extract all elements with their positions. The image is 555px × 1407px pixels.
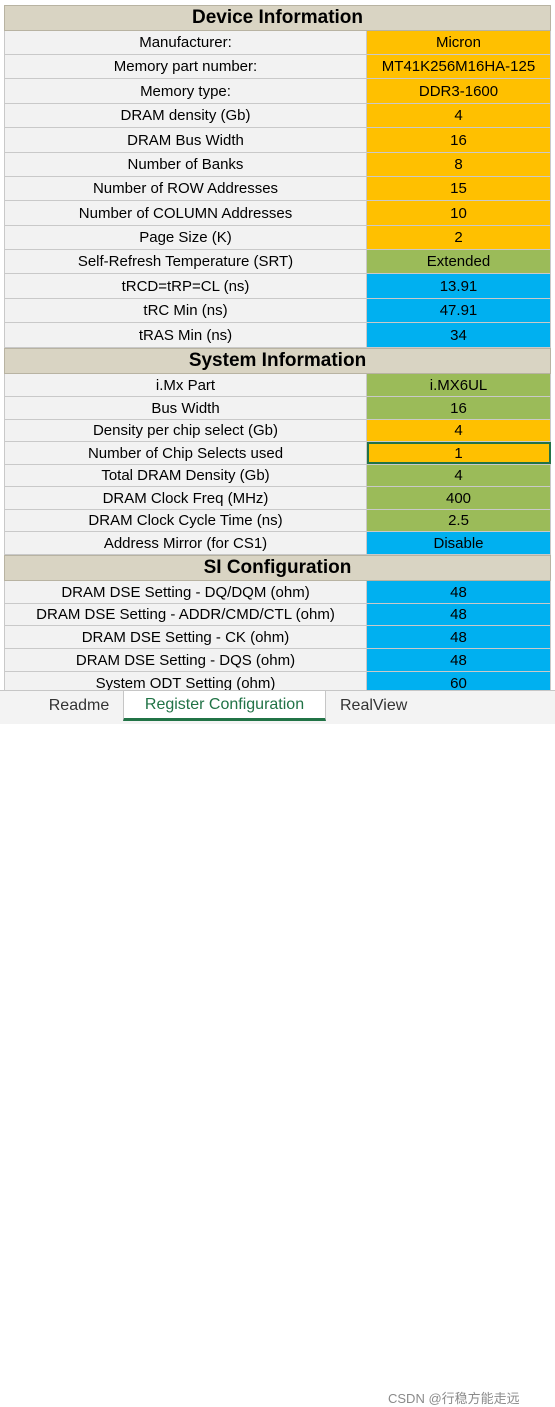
row-value-cell[interactable]: 48: [367, 581, 551, 603]
row-label-cell[interactable]: Number of COLUMN Addresses: [4, 201, 367, 225]
row-value-cell[interactable]: 4: [367, 104, 551, 127]
table-row: DRAM Clock Cycle Time (ns) 2.5: [4, 510, 551, 532]
table-row: Bus Width 16: [4, 397, 551, 420]
row-value-cell[interactable]: 16: [367, 128, 551, 152]
row-value-cell[interactable]: Extended: [367, 250, 551, 273]
table-row: Address Mirror (for CS1) Disable: [4, 532, 551, 555]
table-row: i.Mx Part i.MX6UL: [4, 374, 551, 397]
spreadsheet-table: Device Information Manufacturer: Micron Mem…: [4, 5, 551, 695]
table-row: DRAM Clock Freq (MHz) 400: [4, 487, 551, 510]
row-value-cell[interactable]: 2.5: [367, 510, 551, 531]
row-value-cell[interactable]: 48: [367, 604, 551, 625]
row-label-cell[interactable]: System ODT Setting (ohm): [4, 672, 367, 694]
table-row: Memory part number: MT41K256M16HA-125: [4, 55, 551, 79]
tab-register-configuration[interactable]: Register Configuration: [123, 691, 326, 721]
table-row: DRAM DSE Setting - CK (ohm) 48: [4, 626, 551, 649]
row-value-cell[interactable]: 60: [367, 672, 551, 694]
table-row: Page Size (K) 2: [4, 226, 551, 250]
table-row: DRAM density (Gb) 4: [4, 104, 551, 128]
table-row: Number of ROW Addresses 15: [4, 177, 551, 201]
row-label-cell[interactable]: DRAM DSE Setting - ADDR/CMD/CTL (ohm): [4, 604, 367, 625]
row-label-cell[interactable]: Memory part number:: [4, 55, 367, 78]
row-label-cell[interactable]: Manufacturer:: [4, 31, 367, 54]
table-row: Manufacturer: Micron: [4, 31, 551, 55]
row-value-cell[interactable]: 48: [367, 626, 551, 648]
row-value-cell[interactable]: 16: [367, 397, 551, 419]
table-row: DRAM Bus Width 16: [4, 128, 551, 153]
table-row: Number of COLUMN Addresses 10: [4, 201, 551, 226]
row-label-cell[interactable]: DRAM DSE Setting - DQ/DQM (ohm): [4, 581, 367, 603]
section-header[interactable]: SI Configuration: [4, 555, 551, 581]
row-value-cell[interactable]: 4: [367, 420, 551, 441]
tab-realview[interactable]: RealView: [340, 697, 408, 714]
row-label-cell[interactable]: Self-Refresh Temperature (SRT): [4, 250, 367, 273]
row-label-cell[interactable]: Total DRAM Density (Gb): [4, 465, 367, 486]
table-row: tRC Min (ns) 47.91: [4, 299, 551, 323]
section-header[interactable]: Device Information: [4, 5, 551, 31]
selected-value-cell[interactable]: 1: [367, 442, 551, 464]
row-value-cell[interactable]: 10: [367, 201, 551, 225]
row-label-cell[interactable]: DRAM DSE Setting - DQS (ohm): [4, 649, 367, 671]
watermark-text: CSDN @行稳方能走远: [388, 1391, 520, 1406]
row-label-cell[interactable]: DRAM density (Gb): [4, 104, 367, 127]
row-value-cell[interactable]: 34: [367, 323, 551, 347]
tab-readme[interactable]: Readme: [48, 697, 110, 714]
table-row: DRAM DSE Setting - DQ/DQM (ohm) 48: [4, 581, 551, 604]
table-row: DRAM DSE Setting - DQS (ohm) 48: [4, 649, 551, 672]
row-label-cell[interactable]: i.Mx Part: [4, 374, 367, 396]
row-value-cell[interactable]: 13.91: [367, 274, 551, 298]
row-value-cell[interactable]: Micron: [367, 31, 551, 54]
row-label-cell[interactable]: DRAM Clock Freq (MHz): [4, 487, 367, 509]
table-row: Self-Refresh Temperature (SRT) Extended: [4, 250, 551, 274]
row-label-cell[interactable]: tRCD=tRP=CL (ns): [4, 274, 367, 298]
row-value-cell[interactable]: 8: [367, 153, 551, 176]
row-value-cell[interactable]: 47.91: [367, 299, 551, 322]
table-row: tRCD=tRP=CL (ns) 13.91: [4, 274, 551, 299]
row-value-cell[interactable]: 4: [367, 465, 551, 486]
row-label-cell[interactable]: DRAM Clock Cycle Time (ns): [4, 510, 367, 531]
row-label-cell[interactable]: Address Mirror (for CS1): [4, 532, 367, 554]
row-label-cell[interactable]: Density per chip select (Gb): [4, 420, 367, 441]
row-label-cell[interactable]: tRAS Min (ns): [4, 323, 367, 347]
table-row: Density per chip select (Gb) 4: [4, 420, 551, 442]
table-row: Total DRAM Density (Gb) 4: [4, 465, 551, 487]
row-value-cell[interactable]: DDR3-1600: [367, 79, 551, 103]
row-value-cell[interactable]: 2: [367, 226, 551, 249]
table-row: DRAM DSE Setting - ADDR/CMD/CTL (ohm) 48: [4, 604, 551, 626]
row-label-cell[interactable]: Number of Chip Selects used: [4, 442, 367, 464]
row-label-cell[interactable]: Bus Width: [4, 397, 367, 419]
row-label-cell[interactable]: Number of ROW Addresses: [4, 177, 367, 200]
table-row: tRAS Min (ns) 34: [4, 323, 551, 348]
row-label-cell[interactable]: Memory type:: [4, 79, 367, 103]
table-row: Memory type: DDR3-1600: [4, 79, 551, 104]
row-value-cell[interactable]: MT41K256M16HA-125: [367, 55, 551, 78]
table-row: Number of Chip Selects used 1: [4, 442, 551, 465]
sheet-tab-bar: Readme Register Configuration RealView C…: [0, 690, 555, 1406]
table-row: System ODT Setting (ohm) 60: [4, 672, 551, 695]
table-row: Number of Banks 8: [4, 153, 551, 177]
row-value-cell[interactable]: 15: [367, 177, 551, 200]
row-label-cell[interactable]: Page Size (K): [4, 226, 367, 249]
row-label-cell[interactable]: Number of Banks: [4, 153, 367, 176]
row-label-cell[interactable]: tRC Min (ns): [4, 299, 367, 322]
section-header[interactable]: System Information: [4, 348, 551, 374]
row-label-cell[interactable]: DRAM Bus Width: [4, 128, 367, 152]
row-value-cell[interactable]: i.MX6UL: [367, 374, 551, 396]
row-value-cell[interactable]: Disable: [367, 532, 551, 554]
row-value-cell[interactable]: 48: [367, 649, 551, 671]
row-label-cell[interactable]: DRAM DSE Setting - CK (ohm): [4, 626, 367, 648]
row-value-cell[interactable]: 400: [367, 487, 551, 509]
